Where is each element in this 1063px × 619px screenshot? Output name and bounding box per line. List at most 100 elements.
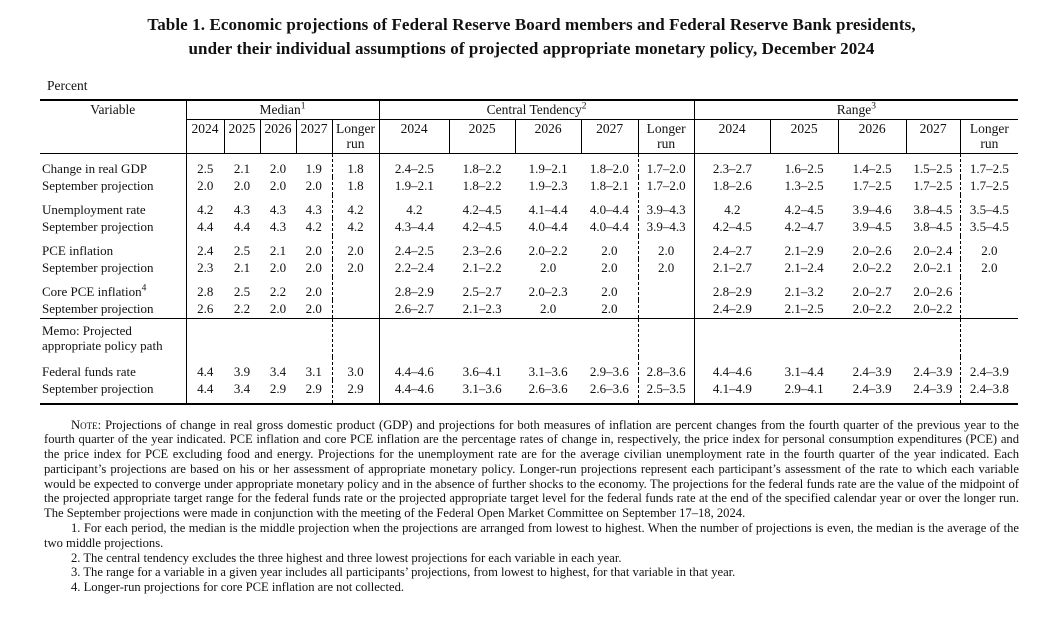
value-cell-median-0: 2.4: [185, 235, 224, 259]
value-cell-median-2: 2.0: [269, 178, 287, 193]
value-cell-median-1: 2.5: [233, 242, 251, 258]
value-cell-central_tendency-4: [637, 276, 695, 300]
value-cell-range-4: 3.5–4.5: [959, 218, 1019, 236]
value-cell-range-1: 2.1–2.9: [784, 242, 824, 258]
value-cell-central_tendency-4: 2.0: [637, 235, 695, 259]
value-cell-central_tendency-3: 2.9–3.6: [589, 363, 629, 379]
section-header-row: Variable Median1 Central Tendency2 Range…: [40, 100, 1019, 154]
value-cell-central_tendency-0: 2.6–2.7: [378, 300, 450, 318]
year-header-range-2026: 2026: [837, 119, 907, 154]
value-cell-median-2: 2.2: [269, 283, 287, 299]
value-cell-median-2: 4.3: [269, 219, 287, 234]
value-cell-median-1: 2.0: [233, 178, 251, 193]
value-cell-central_tendency-1: 3.1–3.6: [462, 381, 502, 396]
row-label: Change in real GDP: [42, 160, 148, 176]
value-cell-median-3: 3.1: [305, 363, 322, 379]
note-label: Note:: [71, 417, 102, 432]
value-cell-median-0: 2.8: [185, 276, 224, 300]
section-header-median: Median1: [185, 100, 380, 120]
value-cell-central_tendency-1: [449, 317, 516, 357]
median-footnote-marker: 1: [300, 101, 306, 112]
footnote-1: 1. For each period, the median is the mi…: [44, 521, 1019, 550]
value-cell-median-4: 1.8: [331, 177, 380, 195]
value-cell-central_tendency-1: 1.8–2.2: [462, 178, 502, 193]
value-cell-range-3: 2.0–2.1: [913, 260, 953, 275]
value-cell-central_tendency-4: 3.9–4.3: [637, 194, 695, 218]
value-cell-median-2: 2.0: [269, 301, 287, 316]
value-cell-range-3: 1.5–2.5: [913, 160, 953, 176]
september-row-label: September projection: [42, 178, 154, 193]
value-cell-central_tendency-4: [637, 317, 695, 357]
value-cell-range-3: 3.8–4.5: [913, 201, 953, 217]
value-cell-median-3: 4.3: [305, 201, 322, 217]
year-header-median-2025: 2025: [223, 119, 260, 154]
value-cell-range-1: 1.6–2.5: [784, 160, 824, 176]
year-header-median-longer-run: Longer run: [331, 119, 380, 154]
value-cell-central_tendency-4: [637, 300, 695, 318]
value-cell-central_tendency-3: 1.8–2.0: [589, 160, 629, 176]
year-header-range-2024: 2024: [693, 119, 771, 154]
value-cell-range-2: 2.4–3.9: [852, 363, 892, 379]
value-cell-central_tendency-3: [581, 317, 639, 357]
value-cell-central_tendency-3: 4.0–4.4: [589, 219, 629, 234]
value-cell-median-3: 2.0: [305, 283, 322, 299]
value-cell-range-3: 2.4–3.9: [913, 381, 953, 396]
value-cell-median-1: 4.3: [233, 201, 251, 217]
value-cell-range-2: [838, 317, 907, 357]
year-header-ct-2027: 2027: [580, 119, 639, 154]
year-header-range-2027: 2027: [905, 119, 961, 154]
value-cell-central_tendency-1: 4.2–4.5: [462, 219, 502, 234]
value-cell-range-3: [906, 317, 961, 357]
value-cell-median-0: 2.6: [185, 300, 224, 318]
value-cell-median-1: 2.1: [233, 160, 251, 176]
value-cell-median-2: 2.1: [269, 242, 287, 258]
value-cell-central_tendency-1: 2.1–2.2: [462, 260, 502, 275]
value-cell-range-2: 2.0–2.2: [852, 301, 892, 316]
value-cell-central_tendency-1: 2.3–2.6: [462, 242, 502, 258]
value-cell-central_tendency-2: 4.1–4.4: [528, 201, 568, 217]
value-cell-median-2: 2.9: [269, 381, 287, 396]
section-header-central-tendency: Central Tendency2: [378, 100, 695, 120]
row-label: Core PCE inflation4: [42, 283, 147, 299]
september-projection-row: September projection 4.4 4.4 4.3 4.2 4.2 4.3–4…: [40, 218, 1019, 236]
value-cell-range-0: 2.8–2.9: [693, 276, 771, 300]
year-header-ct-longer-run: Longer run: [637, 119, 695, 154]
value-cell-range-4: 2.0: [959, 235, 1019, 259]
september-row-label: September projection: [42, 260, 154, 275]
value-cell-range-0: 4.4–4.6: [693, 356, 771, 380]
value-cell-central_tendency-2: 4.0–4.4: [528, 219, 568, 234]
value-cell-range-0: 4.2–4.5: [693, 218, 771, 236]
year-header-median-2027: 2027: [295, 119, 332, 154]
value-cell-median-0: 4.4: [185, 380, 224, 404]
value-cell-range-0: 2.3–2.7: [693, 153, 771, 177]
value-cell-median-1: 3.9: [233, 363, 251, 379]
value-cell-range-2: 2.0–2.6: [852, 242, 892, 258]
value-cell-central_tendency-2: 2.6–3.6: [528, 381, 568, 396]
title-line-1: Table 1. Economic projections of Federal…: [147, 15, 916, 34]
value-cell-median-3: 2.0: [305, 242, 322, 258]
value-cell-central_tendency-4: 2.0: [637, 259, 695, 277]
document-page: Table 1. Economic projections of Federal…: [0, 13, 1063, 619]
value-cell-central_tendency-2: 2.0–2.3: [528, 283, 568, 299]
value-cell-range-3: 2.0–2.4: [913, 242, 953, 258]
value-cell-central_tendency-3: 4.0–4.4: [589, 201, 629, 217]
value-cell-central_tendency-1: 1.8–2.2: [462, 160, 502, 176]
value-cell-central_tendency-0: 4.2: [378, 194, 450, 218]
value-cell-median-3: 4.2: [305, 219, 322, 234]
september-projection-row: September projection 2.6 2.2 2.0 2.0 2.6–2.7 2…: [40, 300, 1019, 318]
row-label: Unemployment rate: [42, 201, 146, 217]
year-header-range-2025: 2025: [769, 119, 839, 154]
value-cell-median-4: 2.9: [331, 380, 380, 404]
value-cell-range-2: 2.0–2.2: [852, 260, 892, 275]
value-cell-median-0: 2.5: [185, 153, 224, 177]
year-header-ct-2025: 2025: [448, 119, 516, 154]
memo-row: Memo: Projected appropriate policy path: [40, 317, 1019, 357]
value-cell-median-2: 2.0: [269, 260, 287, 275]
value-cell-range-4: 2.4–3.9: [959, 356, 1019, 380]
row-label: Federal funds rate: [42, 363, 136, 379]
value-cell-central_tendency-3: 1.8–2.1: [589, 178, 629, 193]
value-cell-central_tendency-4: 2.8–3.6: [637, 356, 695, 380]
value-cell-central_tendency-0: [378, 317, 450, 357]
value-cell-median-0: 4.4: [185, 218, 224, 236]
value-cell-range-4: [959, 300, 1019, 318]
